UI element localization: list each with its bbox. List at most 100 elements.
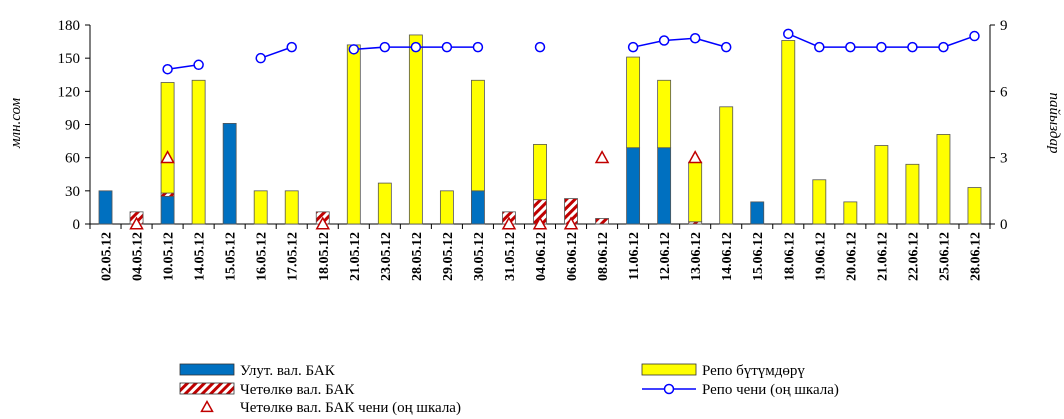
x-tick-label: 02.05.12 (100, 232, 115, 281)
y-tick-label: 120 (58, 84, 81, 100)
y-tick-label: 90 (65, 118, 80, 134)
bar (160, 192, 175, 197)
x-tick-label: 25.06.12 (937, 232, 952, 281)
bar (346, 44, 361, 225)
y-tick-label: 0 (73, 217, 81, 233)
x-tick-label: 14.06.12 (720, 232, 735, 281)
triangle-point (160, 150, 175, 164)
bar (657, 147, 672, 225)
x-tick-label: 30.05.12 (472, 232, 487, 281)
x-tick-label: 15.05.12 (224, 232, 239, 281)
legend-swatch (179, 363, 235, 376)
legend-swatch (179, 382, 235, 395)
legend-label: Улут. вал. БАК (240, 363, 336, 379)
x-tick-label: 19.06.12 (813, 232, 828, 281)
line-point (938, 41, 949, 53)
series-line-segment (943, 35, 975, 48)
triangle-point (315, 216, 331, 230)
x-tick-label: 22.06.12 (906, 232, 921, 281)
x-tick-label: 16.05.12 (255, 232, 270, 281)
bar (222, 122, 237, 225)
line-point (410, 41, 422, 53)
x-tick-label: 04.05.12 (131, 232, 146, 281)
series-line-segment (694, 37, 727, 48)
triangle-point (129, 216, 144, 230)
line-point (534, 41, 546, 53)
line-point (783, 28, 794, 40)
legend-marker (200, 399, 214, 413)
y-tick-label: 180 (58, 18, 81, 34)
x-tick-label: 12.06.12 (658, 232, 673, 281)
bar (471, 190, 485, 225)
bar (657, 79, 672, 149)
bar (936, 134, 951, 225)
legend-label: Репо чени (оң шкала) (702, 382, 839, 398)
y-axis-title: млн.сом (8, 98, 24, 150)
plot-area: 0 30 60 90 120 150 180 0 3 6 9 02.05.12 04.05.12 10.0… (58, 18, 1009, 281)
legend-marker (663, 383, 675, 395)
x-tick-label: 21.06.12 (875, 232, 890, 281)
line-point (689, 33, 701, 44)
bar (439, 190, 454, 225)
legend-label: Четөлкө вал. БАК (240, 382, 355, 398)
bar (626, 56, 641, 149)
line-point (845, 41, 856, 53)
bar (160, 82, 175, 194)
x-tick-label: 17.05.12 (286, 232, 301, 281)
bar (377, 182, 392, 225)
series-line-segment (787, 33, 820, 48)
series-line-segment (260, 46, 292, 59)
x-tick-label: 06.06.12 (565, 232, 580, 281)
line-point (441, 41, 453, 53)
y2-tick-label: 3 (1000, 151, 1008, 167)
x-tick-label: 18.05.12 (317, 232, 332, 281)
bar (812, 179, 827, 225)
x-tick-label: 29.05.12 (441, 232, 456, 281)
line-point (286, 41, 297, 53)
line-point (658, 35, 670, 46)
bar (160, 195, 175, 225)
triangle-point (594, 150, 610, 164)
x-tick-label: 11.06.12 (627, 232, 642, 280)
x-tick-label: 28.05.12 (410, 232, 425, 281)
bar (688, 161, 703, 223)
bar (874, 145, 889, 225)
x-tick-label: 21.05.12 (348, 232, 363, 281)
line-point (814, 41, 825, 53)
bar (533, 143, 547, 201)
y-tick-label: 150 (58, 51, 81, 67)
triangle-point (687, 150, 703, 164)
line-point (720, 41, 732, 53)
x-tick-label: 15.06.12 (751, 232, 766, 281)
y-tick-label: 60 (65, 151, 80, 167)
legend-label: Четөлкө вал. БАК чени (оң шкала) (240, 400, 461, 416)
line-point (193, 59, 204, 71)
bar (967, 187, 982, 225)
x-tick-label: 10.05.12 (162, 232, 177, 281)
bar (719, 106, 734, 225)
bar (98, 190, 113, 225)
line-point (472, 41, 484, 53)
line-point (348, 44, 360, 55)
bar (905, 163, 920, 225)
bar (595, 218, 609, 225)
line-point (162, 63, 173, 75)
x-tick-label: 04.06.12 (534, 232, 549, 281)
bar (626, 147, 641, 225)
x-tick-label: 20.06.12 (844, 232, 859, 281)
y2-tick-label: 9 (1000, 18, 1008, 34)
line-point (379, 41, 391, 53)
legend-swatch (641, 363, 697, 376)
line-point (255, 52, 266, 64)
x-tick-label: 31.05.12 (503, 232, 518, 281)
bar (471, 79, 485, 192)
x-tick-label: 18.06.12 (782, 232, 797, 281)
x-tick-label: 14.05.12 (193, 232, 208, 281)
bar (191, 79, 206, 225)
legend-label: Репо бүтүмдөрү (702, 363, 805, 379)
triangle-point (563, 216, 579, 230)
line-point (627, 41, 639, 53)
line-point (907, 41, 918, 53)
bar (843, 201, 858, 225)
